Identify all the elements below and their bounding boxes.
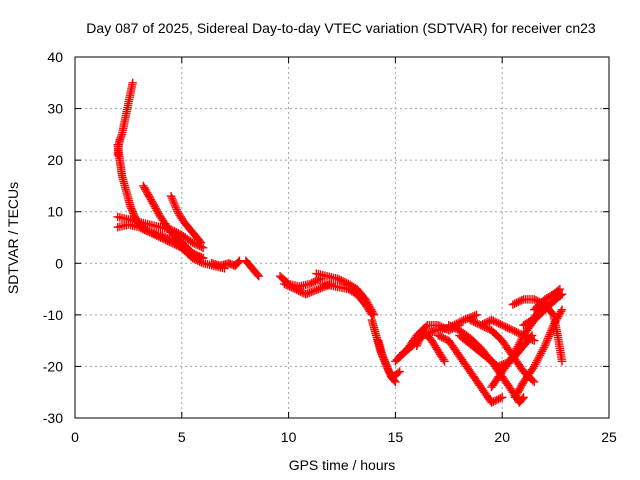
grid-layer <box>75 57 609 418</box>
data-point <box>528 376 537 385</box>
data-point <box>198 253 208 263</box>
y-tick-label: -20 <box>43 358 63 374</box>
series-track-q <box>412 326 449 366</box>
x-axis-label: GPS time / hours <box>289 457 396 473</box>
series-track-aa <box>519 290 567 330</box>
series-track-n <box>374 336 400 387</box>
series-track-r <box>433 331 507 407</box>
y-tick-label: 30 <box>47 101 63 117</box>
y-tick-label: -10 <box>43 307 63 323</box>
data-point <box>472 310 481 320</box>
data-point <box>234 257 243 267</box>
series-track-y <box>508 295 567 366</box>
series-track-e <box>139 181 208 263</box>
series-track-f <box>166 192 206 247</box>
y-tick-label: 40 <box>47 49 63 65</box>
x-tick-label: 15 <box>388 429 404 445</box>
y-axis-label: SDTVAR / TECUs <box>5 182 21 294</box>
series-track-h <box>241 256 263 281</box>
x-tick-label: 5 <box>178 429 186 445</box>
x-tick-label: 20 <box>494 429 510 445</box>
data-point <box>519 393 528 402</box>
y-tick-label: 0 <box>55 255 63 271</box>
data-point <box>518 394 527 403</box>
y-tick-label: 10 <box>47 204 63 220</box>
data-point <box>530 377 539 387</box>
data-point <box>196 238 206 247</box>
y-tick-label: -30 <box>43 410 63 426</box>
data-point <box>440 357 449 366</box>
axis-layer: 0 5 10 15 20 25 40 30 20 10 0 -10 -20 -30 <box>43 49 617 445</box>
data-point <box>395 367 404 376</box>
mark-layer <box>113 78 567 407</box>
x-tick-label: 10 <box>281 429 297 445</box>
data-point <box>195 236 205 246</box>
series-track-g <box>207 256 244 271</box>
data-point <box>557 357 567 366</box>
series-track-m <box>367 315 404 381</box>
data-point <box>390 376 399 385</box>
data-point <box>557 305 567 314</box>
data-point <box>128 78 137 87</box>
data-point <box>198 243 208 253</box>
data-point <box>253 270 262 280</box>
data-point <box>530 336 539 345</box>
data-point <box>391 377 400 387</box>
data-point <box>254 271 263 281</box>
data-point <box>556 291 565 300</box>
plot-frame <box>74 56 610 419</box>
chart-title: Day 087 of 2025, Sidereal Day-to-day VTE… <box>86 20 596 36</box>
x-tick-label: 0 <box>71 429 79 445</box>
data-point <box>557 290 567 299</box>
data-point <box>393 368 403 378</box>
x-tick-label: 25 <box>601 429 617 445</box>
series-track-l <box>318 279 377 320</box>
y-tick-label: 20 <box>47 152 63 168</box>
data-point <box>498 393 507 402</box>
series-track-b <box>113 78 137 160</box>
